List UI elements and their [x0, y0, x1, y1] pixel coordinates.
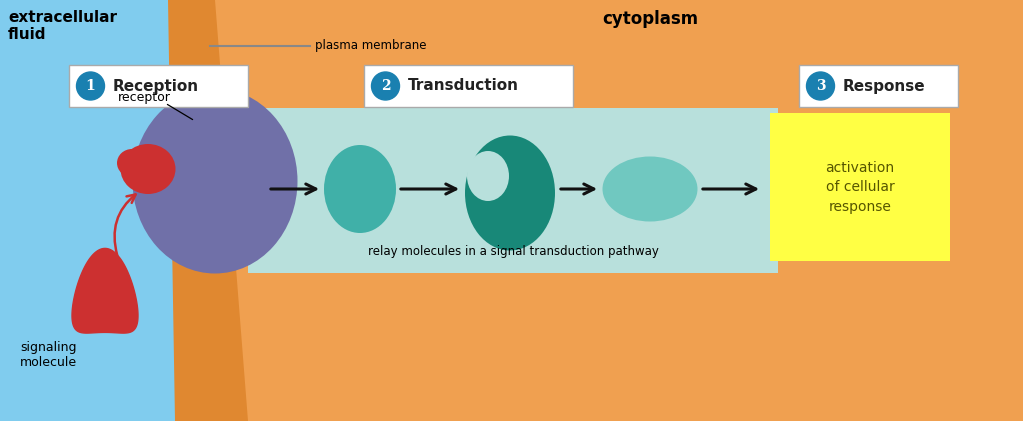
Text: signaling
molecule: signaling molecule	[20, 341, 77, 369]
Text: cytoplasm: cytoplasm	[602, 10, 698, 28]
Ellipse shape	[117, 149, 147, 177]
Circle shape	[806, 72, 835, 100]
Ellipse shape	[468, 151, 509, 201]
Circle shape	[77, 72, 104, 100]
Ellipse shape	[465, 136, 555, 250]
Text: activation
of cellular
response: activation of cellular response	[826, 160, 894, 213]
Text: 3: 3	[815, 79, 826, 93]
FancyBboxPatch shape	[799, 65, 958, 107]
Polygon shape	[72, 248, 138, 333]
Ellipse shape	[603, 157, 698, 221]
Text: receptor: receptor	[118, 91, 171, 104]
Ellipse shape	[324, 145, 396, 233]
FancyBboxPatch shape	[363, 65, 573, 107]
Text: Response: Response	[843, 78, 925, 93]
Bar	[770, 113, 950, 261]
Bar	[0, 0, 195, 421]
Polygon shape	[168, 0, 248, 421]
Text: 2: 2	[381, 79, 391, 93]
FancyBboxPatch shape	[69, 65, 248, 107]
Bar	[248, 108, 779, 273]
Text: relay molecules in a signal transduction pathway: relay molecules in a signal transduction…	[367, 245, 659, 258]
Text: Transduction: Transduction	[407, 78, 519, 93]
Text: extracellular
fluid: extracellular fluid	[8, 10, 117, 43]
Text: Reception: Reception	[113, 78, 198, 93]
Circle shape	[371, 72, 400, 100]
Text: 1: 1	[86, 79, 95, 93]
Text: plasma membrane: plasma membrane	[315, 40, 427, 53]
Ellipse shape	[121, 144, 176, 194]
Ellipse shape	[133, 88, 298, 274]
